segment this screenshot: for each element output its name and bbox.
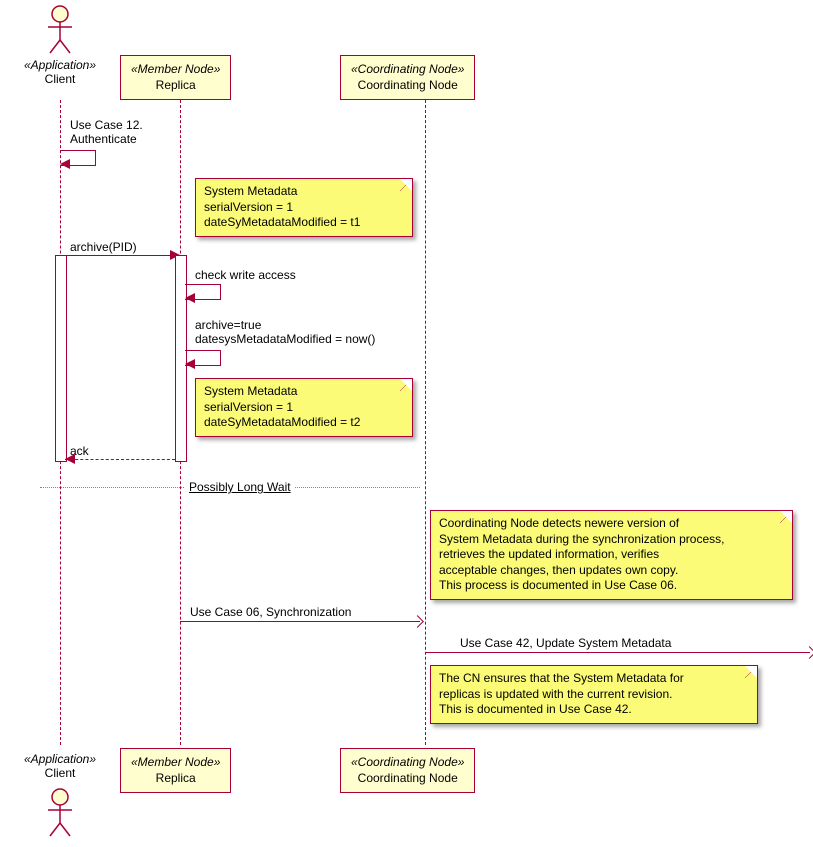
divider: Possibly Long Wait <box>185 480 295 494</box>
msg-check-write: check write access <box>195 268 296 282</box>
actor-client-top <box>44 5 76 55</box>
msg-authenticate: Use Case 12. Authenticate <box>70 118 143 146</box>
msg-archive-true: archive=true datesysMetadataModified = n… <box>195 318 375 346</box>
lifeline-cn <box>425 100 427 745</box>
arrow-update-meta <box>425 652 810 653</box>
participant-cn-top: «Coordinating Node» Coordinating Node <box>340 55 475 100</box>
actor-client-bottom <box>44 788 76 838</box>
arrow-archive <box>60 255 175 256</box>
msg-sync: Use Case 06, Synchronization <box>190 605 351 619</box>
arrow-ack <box>65 459 175 460</box>
note-sysmeta-t2: System Metadata serialVersion = 1 dateSy… <box>195 378 413 437</box>
participant-replica-bottom: «Member Node» Replica <box>120 748 231 793</box>
note-sysmeta-t1: System Metadata serialVersion = 1 dateSy… <box>195 178 413 237</box>
note-cn-ensure: The CN ensures that the System Metadata … <box>430 665 758 724</box>
participant-cn-bottom: «Coordinating Node» Coordinating Node <box>340 748 475 793</box>
note-cn-detect: Coordinating Node detects newere version… <box>430 510 793 600</box>
actor-client-label-bottom: «Application» Client <box>10 752 110 780</box>
participant-replica-top: «Member Node» Replica <box>120 55 231 100</box>
msg-update-meta: Use Case 42, Update System Metadata <box>460 636 671 650</box>
arrow-sync <box>180 621 420 622</box>
msg-archive: archive(PID) <box>70 240 137 254</box>
sequence-diagram: «Application» Client «Member Node» Repli… <box>0 0 813 847</box>
activation-client <box>55 255 67 462</box>
actor-client-label-top: «Application» Client <box>10 58 110 86</box>
